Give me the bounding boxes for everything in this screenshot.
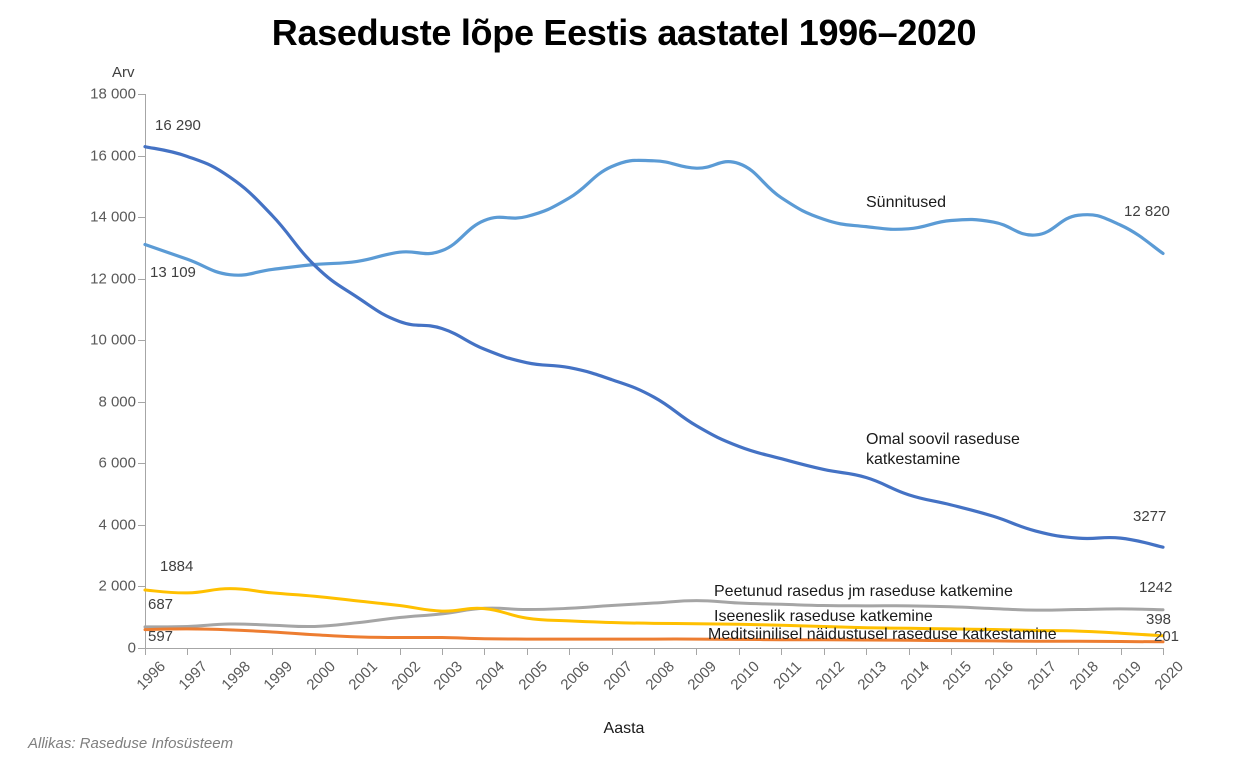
y-tick-label: 16 000 <box>90 147 136 165</box>
x-tick-mark <box>229 648 231 655</box>
series-line-1 <box>143 158 1165 277</box>
y-tick-mark <box>138 278 145 280</box>
y-tick-mark <box>138 648 145 649</box>
y-tick-mark <box>138 401 145 403</box>
y-tick-mark <box>138 340 145 342</box>
chart-title: Raseduste lõpe Eestis aastatel 1996–2020 <box>271 12 977 53</box>
series-line-4 <box>143 587 1165 638</box>
x-tick-mark <box>187 648 189 655</box>
end-value-sunnitused: 12 820 <box>1124 203 1170 220</box>
y-tick-mark <box>138 94 145 95</box>
y-tick-label: 4 000 <box>98 516 136 534</box>
x-tick-mark <box>1163 648 1164 655</box>
y-tick-label: 14 000 <box>90 208 136 226</box>
x-tick-mark <box>611 648 613 655</box>
x-tick-mark <box>1035 648 1037 655</box>
series-label-3: Peetunud rasedus jm raseduse katkemine <box>714 583 1013 600</box>
y-tick-label: 12 000 <box>90 270 136 288</box>
x-tick-mark <box>484 648 486 655</box>
end-value-meditsiiniline: 201 <box>1154 628 1180 645</box>
series-label-5: Meditsiinilisel näidustusel raseduse kat… <box>708 626 1057 643</box>
start-value-omal-soovil: 16 290 <box>155 117 201 134</box>
y-tick-label: 8 000 <box>98 393 136 411</box>
x-tick-mark <box>314 648 316 655</box>
x-tick-mark <box>696 648 698 655</box>
series-label-2: Omal soovil raseduse katkestamine <box>866 430 1020 470</box>
x-tick-mark <box>781 648 783 655</box>
x-tick-mark <box>738 648 740 655</box>
series-line-5 <box>143 627 1165 644</box>
y-axis-title: Arv <box>112 64 135 81</box>
y-axis-line <box>145 94 146 648</box>
x-tick-mark <box>993 648 995 655</box>
y-tick-mark <box>138 217 145 219</box>
x-tick-mark <box>526 648 528 655</box>
x-tick-mark <box>950 648 952 655</box>
start-value-iseeneslik: 1884 <box>160 558 194 575</box>
y-tick-mark <box>138 463 145 465</box>
x-tick-mark <box>654 648 655 655</box>
x-tick-mark <box>357 648 359 655</box>
series-line-3 <box>143 599 1165 629</box>
y-tick-label: 6 000 <box>98 454 136 472</box>
y-tick-label: 0 <box>127 639 136 657</box>
x-tick-mark <box>569 648 571 655</box>
source-note: Allikas: Raseduse Infosüsteem <box>28 735 234 752</box>
end-value-iseeneslik: 398 <box>1146 611 1172 628</box>
y-tick-label: 2 000 <box>98 577 136 595</box>
y-tick-label: 18 000 <box>90 85 136 103</box>
series-label-1: Sünnitused <box>866 194 947 211</box>
start-value-peetunud: 687 <box>148 596 174 613</box>
series-label-line: Omal soovil raseduse <box>866 431 1020 448</box>
x-tick-mark <box>1120 648 1122 655</box>
y-tick-mark <box>138 155 145 157</box>
end-value-peetunud: 1242 <box>1139 579 1173 596</box>
x-tick-mark <box>823 648 825 655</box>
x-tick-mark <box>908 648 910 655</box>
x-tick-mark <box>399 648 401 655</box>
y-tick-mark <box>138 586 145 588</box>
series-label-line: katkestamine <box>866 451 961 468</box>
x-tick-mark <box>866 648 868 655</box>
start-value-sunnitused: 13 109 <box>150 264 196 281</box>
y-tick-label: 10 000 <box>90 331 136 349</box>
start-value-meditsiiniline: 597 <box>148 628 174 645</box>
series-label-4: Iseeneslik raseduse katkemine <box>714 608 933 625</box>
x-tick-mark <box>145 648 146 655</box>
x-axis-title: Aasta <box>603 720 645 737</box>
x-tick-mark <box>272 648 274 655</box>
end-value-omal-soovil: 3277 <box>1133 508 1167 525</box>
y-tick-mark <box>138 524 145 526</box>
series-line-2 <box>143 145 1165 549</box>
x-tick-mark <box>441 648 443 655</box>
x-tick-mark <box>1078 648 1080 655</box>
